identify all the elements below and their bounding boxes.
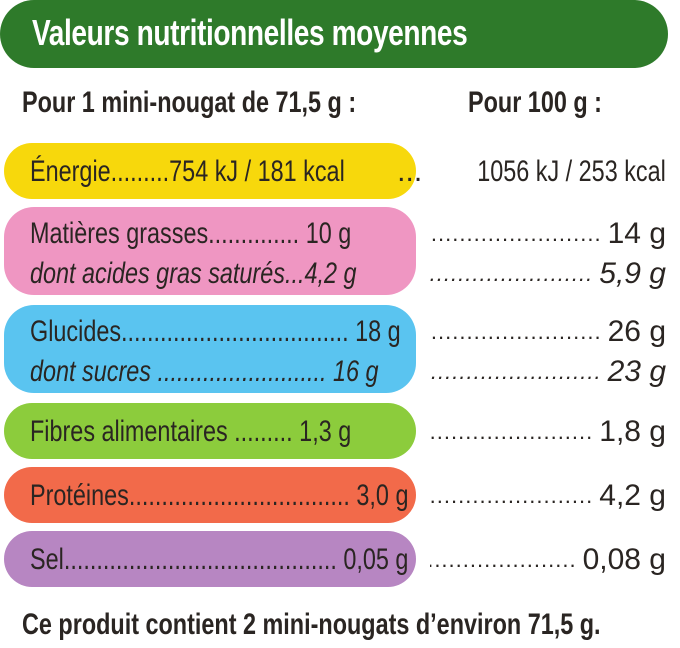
protein-pill <box>4 467 416 523</box>
carbs-100g-row: 26 g <box>430 315 666 349</box>
fibre-100g: 1,8 g <box>599 415 666 448</box>
fat-pill <box>4 207 416 295</box>
protein-row: Protéines...............................… <box>30 479 409 512</box>
sugar-100g-row: 23 g <box>430 355 666 389</box>
carbs-row: Glucides................................… <box>30 315 401 348</box>
fat-100g: 14 g <box>607 217 666 250</box>
fat-label: Matières grasses <box>30 217 209 250</box>
footer-note: Ce produit contient 2 mini-nougats d’env… <box>22 608 601 641</box>
energy-label: Énergie <box>30 155 111 188</box>
sugar-row: dont sucres .......................... 1… <box>30 355 379 388</box>
salt-row: Sel.....................................… <box>30 543 409 576</box>
salt-label: Sel <box>30 543 64 576</box>
salt-portion: 0,05 g <box>343 543 409 576</box>
saturated-100g: 5,9 g <box>599 257 666 290</box>
sugar-portion: 16 g <box>333 355 379 388</box>
carbs-portion: 18 g <box>355 315 401 348</box>
protein-100g: 4,2 g <box>599 479 666 512</box>
protein-portion: 3,0 g <box>356 479 409 512</box>
fibre-pill <box>4 403 416 459</box>
fibre-portion: 1,3 g <box>299 415 352 448</box>
energy-portion: 754 kJ / 181 kcal <box>169 155 345 188</box>
column-header-100g: Pour 100 g : <box>468 86 602 119</box>
carbs-pill <box>4 305 416 393</box>
salt-100g: 0,08 g <box>582 543 666 576</box>
energy-100g: 1056 kJ / 253 kcal <box>477 155 666 188</box>
sugar-100g: 23 g <box>607 355 666 388</box>
salt-100g-row: 0,08 g <box>430 543 666 577</box>
salt-pill <box>4 531 416 587</box>
carbs-100g: 26 g <box>607 315 666 348</box>
fibre-100g-row: 1,8 g <box>430 415 666 449</box>
saturated-100g-row: 5,9 g <box>430 257 666 291</box>
saturated-row: dont acides gras saturés...4,2 g <box>30 257 357 290</box>
header-banner: Valeurs nutritionnelles moyennes <box>0 0 668 68</box>
page-title: Valeurs nutritionnelles moyennes <box>32 12 468 53</box>
protein-100g-row: 4,2 g <box>430 479 666 513</box>
fibre-label: Fibres alimentaires <box>30 415 228 448</box>
sugar-label: dont sucres <box>30 355 151 388</box>
energy-row: Énergie.........754 kJ / 181 kcal <box>30 155 345 188</box>
saturated-label: dont acides gras saturés <box>30 257 285 290</box>
fat-100g-row: 14 g <box>430 217 666 251</box>
saturated-portion: 4,2 g <box>304 257 357 290</box>
energy-pill <box>4 143 416 199</box>
energy-100g-row: ... 1056 kJ / 253 kcal <box>397 155 666 188</box>
fibre-row: Fibres alimentaires ......... 1,3 g <box>30 415 352 448</box>
fat-row: Matières grasses.............. 10 g <box>30 217 352 250</box>
protein-label: Protéines <box>30 479 129 512</box>
fat-portion: 10 g <box>305 217 352 250</box>
column-header-portion: Pour 1 mini-nougat de 71,5 g : <box>22 86 357 119</box>
carbs-label: Glucides <box>30 315 122 348</box>
